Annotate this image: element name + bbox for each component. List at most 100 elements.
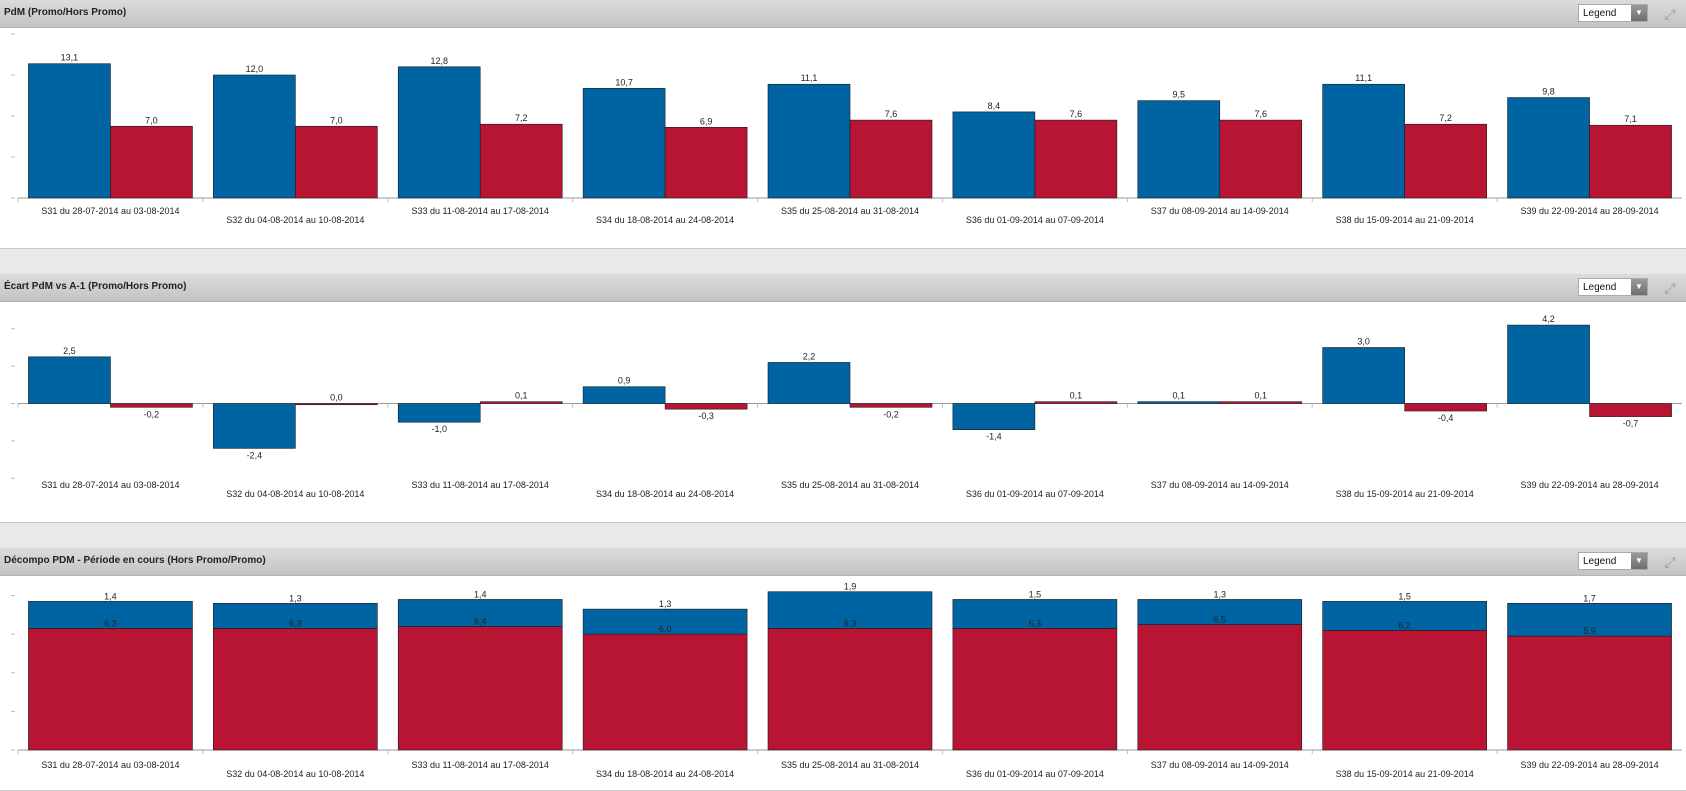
bar-series-1[interactable] xyxy=(767,362,851,404)
data-label: 1,4 xyxy=(104,591,117,601)
chart-decompo: 6,3 1,4 6,3 1,3 6,4 1,4 6,0 1,3 6,3 1,9 6,3 1,5 6,5 1… xyxy=(11,582,1682,779)
legend-dropdown[interactable]: Legend ▼ xyxy=(1578,4,1648,22)
bar-segment-top[interactable] xyxy=(767,591,933,629)
data-label: 1,5 xyxy=(1398,591,1411,601)
expand-icon[interactable]: ⤢ xyxy=(1664,280,1676,296)
bar-series-1[interactable] xyxy=(1137,100,1221,199)
bar-series-2[interactable] xyxy=(1034,401,1118,404)
bar-segment-base[interactable] xyxy=(1322,630,1487,751)
bar-series-1[interactable] xyxy=(582,386,666,404)
bar-series-1[interactable] xyxy=(28,356,111,404)
bar-series-1[interactable] xyxy=(1507,324,1590,404)
bar-segment-top[interactable] xyxy=(397,599,563,627)
bar-series-1[interactable] xyxy=(397,66,481,199)
bar-segment-base[interactable] xyxy=(28,628,193,751)
bar-segment-base[interactable] xyxy=(397,626,563,751)
data-labels: 13,1 7,0 12,0 7,0 12,8 7,2 10,7 6,9 11,1 7,6 8,4 7,… xyxy=(61,53,1637,127)
data-label: 6,0 xyxy=(659,624,672,634)
bar-series-2[interactable] xyxy=(110,125,193,199)
bar-series-2[interactable] xyxy=(1219,119,1303,199)
bar-series-2[interactable] xyxy=(1404,403,1487,412)
bar-segment-base[interactable] xyxy=(1137,624,1303,751)
category-label: S38 du 15-09-2014 au 21-09-2014 xyxy=(1336,769,1474,779)
chevron-down-icon[interactable]: ▼ xyxy=(1631,5,1647,21)
y-axis xyxy=(11,328,15,479)
bar-series-1[interactable] xyxy=(28,63,111,199)
bar-segment-base[interactable] xyxy=(952,628,1118,751)
bar-segment-top[interactable] xyxy=(1137,599,1303,625)
bar-series-2[interactable] xyxy=(295,125,378,199)
bar-series-1[interactable] xyxy=(397,403,481,423)
bar-series-2[interactable] xyxy=(1589,403,1672,417)
bar-series-2[interactable] xyxy=(110,403,193,408)
data-label: -0,3 xyxy=(698,411,714,421)
data-label: 7,1 xyxy=(1624,114,1637,124)
bar-series-2[interactable] xyxy=(295,403,378,406)
bar-series-2[interactable] xyxy=(1589,124,1672,199)
bar-series-2[interactable] xyxy=(1404,123,1487,199)
data-label: 3,0 xyxy=(1357,336,1370,346)
bar-segment-base[interactable] xyxy=(213,628,378,751)
data-label: 0,1 xyxy=(1070,391,1083,401)
bar-series-2[interactable] xyxy=(1219,401,1303,404)
legend-dropdown[interactable]: Legend ▼ xyxy=(1578,552,1648,570)
bar-segment-top[interactable] xyxy=(1322,601,1487,631)
category-label: S35 du 25-08-2014 au 31-08-2014 xyxy=(781,760,919,770)
legend-dropdown-label: Legend xyxy=(1583,8,1617,19)
bar-series-2[interactable] xyxy=(479,123,563,199)
data-label: 6,3 xyxy=(104,618,117,628)
bar-series-2[interactable] xyxy=(849,119,933,199)
legend-dropdown[interactable]: Legend ▼ xyxy=(1578,278,1648,296)
category-label: S39 du 22-09-2014 au 28-09-2014 xyxy=(1520,760,1658,770)
data-label: 1,9 xyxy=(844,582,857,592)
bar-segment-base[interactable] xyxy=(1507,635,1672,751)
data-label: 7,2 xyxy=(515,113,528,123)
bar-series-1[interactable] xyxy=(213,74,296,199)
bar-series-2[interactable] xyxy=(664,126,748,199)
bar-series-1[interactable] xyxy=(767,83,851,199)
bar-series-1[interactable] xyxy=(952,111,1036,199)
data-label: 13,1 xyxy=(61,53,79,63)
data-label: 12,8 xyxy=(430,56,448,66)
bar-segment-top[interactable] xyxy=(213,603,378,629)
bar-series-2[interactable] xyxy=(849,403,933,408)
bar-segment-top[interactable] xyxy=(582,608,748,635)
bar-series-1[interactable] xyxy=(952,403,1036,430)
bar-series-2[interactable] xyxy=(664,403,748,410)
x-axis-labels: S31 du 28-07-2014 au 03-08-2014 S32 du 04… xyxy=(17,750,1659,779)
bar-segment-base[interactable] xyxy=(582,633,748,751)
category-label: S36 du 01-09-2014 au 07-09-2014 xyxy=(966,215,1104,225)
bars xyxy=(28,63,1672,199)
chevron-down-icon[interactable]: ▼ xyxy=(1631,279,1647,295)
data-label: 7,6 xyxy=(1070,109,1083,119)
bars xyxy=(28,324,1672,449)
data-label: 0,1 xyxy=(515,391,528,401)
category-label: S37 du 08-09-2014 au 14-09-2014 xyxy=(1151,760,1289,770)
bar-segment-base[interactable] xyxy=(767,628,933,751)
expand-icon[interactable]: ⤢ xyxy=(1664,554,1676,570)
bar-series-2[interactable] xyxy=(1034,119,1118,199)
data-label: 1,3 xyxy=(289,593,302,603)
category-label: S31 du 28-07-2014 au 03-08-2014 xyxy=(41,760,179,770)
category-label: S34 du 18-08-2014 au 24-08-2014 xyxy=(596,489,734,499)
bar-series-1[interactable] xyxy=(1507,97,1590,199)
x-axis-labels: S31 du 28-07-2014 au 03-08-2014 S32 du 04… xyxy=(17,403,1659,499)
expand-icon[interactable]: ⤢ xyxy=(1664,6,1676,22)
bar-series-2[interactable] xyxy=(479,401,563,404)
bar-segment-top[interactable] xyxy=(952,599,1118,629)
chevron-down-icon[interactable]: ▼ xyxy=(1631,553,1647,569)
bar-series-1[interactable] xyxy=(1137,401,1221,404)
panel-header: PdM (Promo/Hors Promo) Legend ▼ ⤢ xyxy=(0,0,1686,28)
bar-series-1[interactable] xyxy=(213,403,296,449)
bar-series-1[interactable] xyxy=(582,88,666,199)
data-label: 6,4 xyxy=(474,616,487,626)
bar-segment-top[interactable] xyxy=(28,601,193,629)
data-label: -0,2 xyxy=(883,409,899,419)
panel-title: Écart PdM vs A-1 (Promo/Hors Promo) xyxy=(4,281,187,292)
data-label: 1,5 xyxy=(1029,589,1042,599)
data-label: 8,4 xyxy=(988,101,1001,111)
bar-segment-top[interactable] xyxy=(1507,603,1672,637)
bar-series-1[interactable] xyxy=(1322,83,1405,199)
bar-series-1[interactable] xyxy=(1322,347,1405,404)
category-label: S37 du 08-09-2014 au 14-09-2014 xyxy=(1151,206,1289,216)
